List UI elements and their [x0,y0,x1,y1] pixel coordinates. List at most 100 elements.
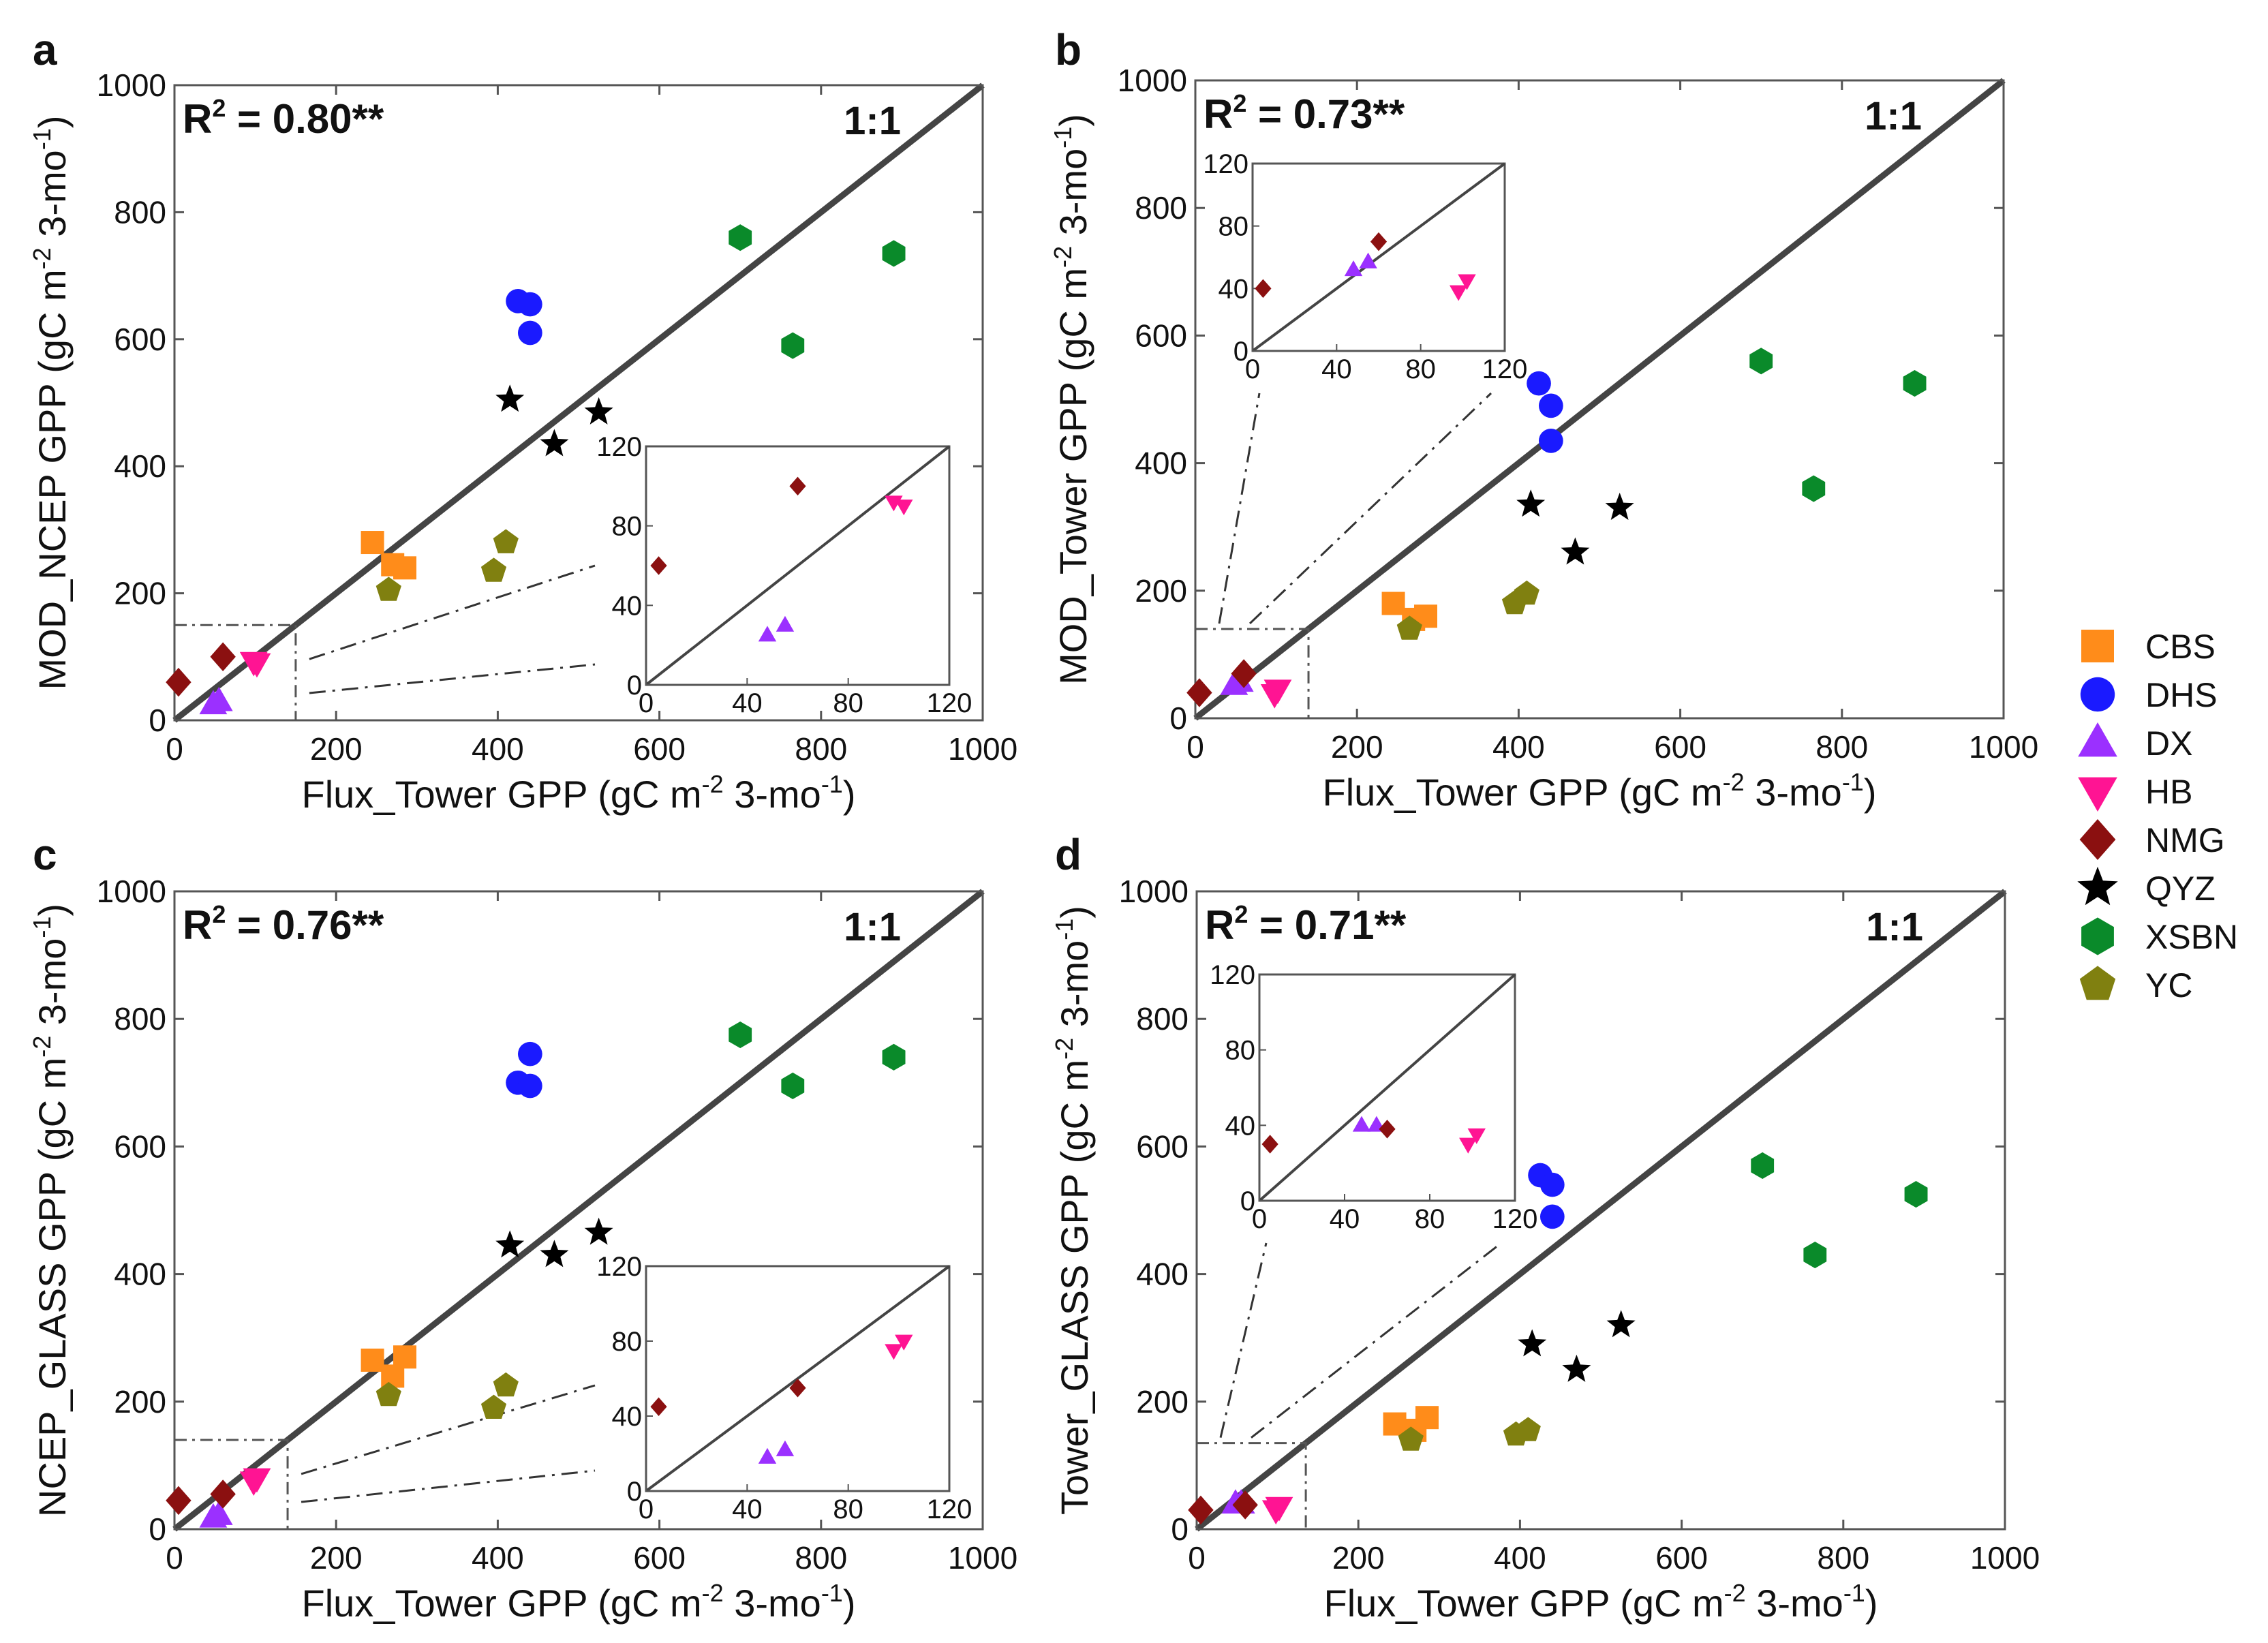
x-axis-label-exp2: -1 [821,1579,843,1607]
x-axis-label-exp2: -1 [1842,768,1864,796]
point-yc [376,577,401,601]
panel-label: d [1055,830,1082,879]
inset-x-tick-label: 120 [1492,1204,1538,1234]
x-tick-label: 1000 [1970,1540,2040,1576]
inset-plot: 0 40 80 120 0 40 80 120 [596,432,972,718]
y-axis-label-base: Tower_GLASS GPP (gC m [1053,1060,1096,1515]
point-dhs [1539,1172,1565,1197]
y-axis-label-exp2: -1 [28,917,56,938]
x-tick-label: 800 [795,1540,847,1576]
point-cbs [361,1348,384,1372]
y-axis-label-mid: 3-mo [1053,940,1096,1038]
y-tick-label: 800 [114,1001,166,1037]
x-axis-label-mid: 3-mo [1745,771,1842,814]
x-axis-label-base: Flux_Tower GPP (gC m [302,773,702,816]
y-axis-label-exp1: -2 [1049,246,1077,268]
y-tick-label: 800 [1135,190,1187,226]
y-axis-label-mid: 3-mo [31,150,74,247]
x-tick-label: 1000 [948,1540,1017,1576]
hexagon-icon [2081,917,2114,955]
inset-y-tick-label: 0 [627,671,642,701]
y-axis-label-exp1: -2 [28,247,56,269]
inset-point-hb [1458,274,1476,290]
legend-item-xsbn: XSBN [2081,917,2238,956]
inset-point-hb [1449,285,1468,301]
inset-x-tick-label: 40 [732,1494,763,1524]
y-axis-label-end: ) [31,115,74,128]
y-tick-label: 200 [1135,573,1187,609]
r-squared-sup: 2 [1234,900,1248,928]
point-qyz [1561,537,1590,565]
r-squared-label: R2 = 0.71** [1205,900,1407,948]
x-axis-label-base: Flux_Tower GPP (gC m [1323,771,1723,814]
inset-point-hb [1467,1128,1486,1144]
x-axis-label: Flux_Tower GPP (gC m-2 3-mo-1) [302,1579,856,1625]
x-tick-label: 600 [633,1540,686,1576]
inset-point-dx [776,1440,795,1456]
scatter-points [1188,1152,1928,1525]
x-axis-label: Flux_Tower GPP (gC m-2 3-mo-1) [302,770,856,816]
r-squared-value: = 0.71** [1248,902,1407,948]
y-tick-label: 0 [1171,1511,1189,1547]
zoom-box [1195,1442,1307,1531]
y-tick-label: 800 [114,194,166,230]
x-tick-label: 0 [166,731,183,767]
y-tick-label: 400 [114,1257,166,1292]
inset-point-hb [885,1344,903,1360]
point-nmg [1188,1495,1214,1525]
point-dhs [517,1073,542,1099]
inset-one-to-one-line [645,445,951,686]
legend-label: HB [2145,773,2192,811]
connector-line-upper [301,1384,596,1475]
y-tick-label: 1000 [97,874,166,909]
x-tick-label: 800 [1817,1540,1869,1576]
point-dhs [1539,1204,1565,1229]
legend-item-dhs: DHS [2080,676,2218,714]
point-qyz [584,1217,613,1245]
point-qyz [495,384,525,412]
point-cbs [361,531,384,555]
y-tick-label: 1000 [1118,63,1187,98]
r-squared-prefix: R [1205,902,1234,948]
point-yc [480,1394,507,1419]
y-tick-label: 600 [1136,1128,1189,1164]
inset-plot: 0 40 80 120 0 40 80 120 [1203,149,1527,384]
r-squared-label: R2 = 0.80** [183,94,384,142]
point-nmg [166,667,191,697]
point-xsbn [729,1022,752,1049]
legend-item-dx: DX [2078,722,2192,763]
inset-plot: 0 40 80 120 0 40 80 120 [1210,960,1537,1234]
y-tick-label: 800 [1136,1001,1189,1037]
r-squared-prefix: R [1204,91,1233,137]
y-axis-label-base: MOD_Tower GPP (gC m [1052,268,1094,685]
one-to-one-label: 1:1 [844,905,901,949]
x-axis-label-exp1: -2 [1724,1579,1746,1607]
connector-line-lower [309,663,596,694]
point-dx [204,1501,233,1525]
legend-label: CBS [2145,628,2216,666]
point-qyz [1605,493,1634,520]
point-qyz [1516,489,1546,517]
y-tick-label: 400 [1136,1257,1189,1292]
legend-item-yc: YC [2079,966,2192,1004]
y-tick-label: 0 [149,703,166,738]
plot-frame [1195,890,2006,1531]
inset-y-tick-label: 80 [1225,1036,1256,1066]
y-axis-label-base: MOD_NCEP GPP (gC m [31,269,74,690]
point-yc [480,557,507,582]
inset-point-dx [1352,1116,1371,1132]
point-yc [1515,1417,1541,1441]
x-tick-label: 800 [1815,729,1868,765]
inset-x-tick-label: 40 [732,688,763,718]
legend-label: YC [2145,966,2192,1004]
y-tick-label: 600 [114,322,166,357]
star-icon [2077,866,2118,906]
point-xsbn [1802,475,1826,502]
plot-frame [173,84,984,722]
legend-label: DX [2145,724,2192,763]
one-to-one-line [172,889,985,1532]
r-squared-sup: 2 [1233,89,1246,117]
